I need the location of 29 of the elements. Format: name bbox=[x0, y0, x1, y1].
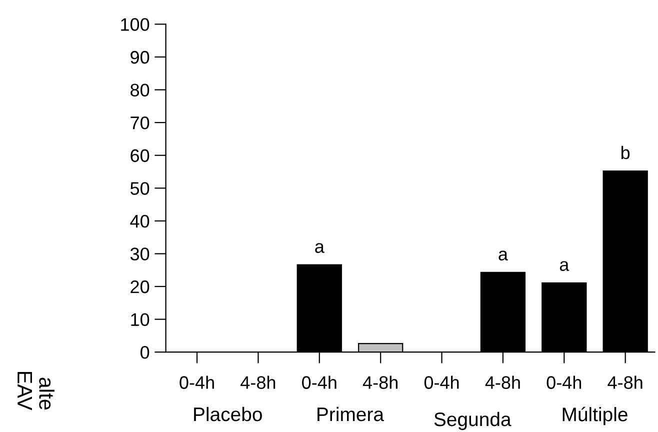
y-tick-label: 80 bbox=[130, 84, 150, 96]
x-tick-label: 4-8h bbox=[485, 376, 520, 389]
text: Múltiple bbox=[562, 406, 628, 426]
x-tick-label: 4-8h bbox=[240, 376, 276, 389]
y-tick-label: 50 bbox=[130, 182, 150, 195]
data-label: a bbox=[315, 243, 324, 253]
text: alte bbox=[39, 378, 54, 410]
x-tick-label: 0-4h bbox=[180, 376, 214, 389]
y-tick-label: 30 bbox=[130, 248, 150, 260]
text: Primera bbox=[318, 406, 384, 422]
y-tick-label: 100 bbox=[121, 18, 150, 31]
y-tick-label: 70 bbox=[130, 116, 150, 130]
data-label: b bbox=[621, 146, 630, 160]
x-tick-label: 4-8h bbox=[608, 376, 642, 389]
y-tick-label: 60 bbox=[130, 149, 150, 162]
data-label: a bbox=[498, 250, 508, 260]
text: Placebo bbox=[194, 406, 262, 422]
y-tick-label: 90 bbox=[130, 50, 150, 64]
text: Segunda bbox=[434, 412, 512, 430]
y-tick-label: 40 bbox=[130, 214, 150, 228]
x-tick-label: 0-4h bbox=[424, 376, 459, 389]
data-label: a bbox=[560, 261, 570, 271]
x-tick-label: 4-8h bbox=[362, 376, 398, 389]
x-tick-label: 0-4h bbox=[302, 376, 336, 389]
x-tick-label: 0-4h bbox=[546, 376, 582, 389]
y-tick-label: 0 bbox=[140, 346, 150, 359]
y-tick-label: 20 bbox=[130, 280, 150, 294]
text: EAV bbox=[18, 372, 32, 410]
y-tick-label: 10 bbox=[131, 313, 150, 326]
